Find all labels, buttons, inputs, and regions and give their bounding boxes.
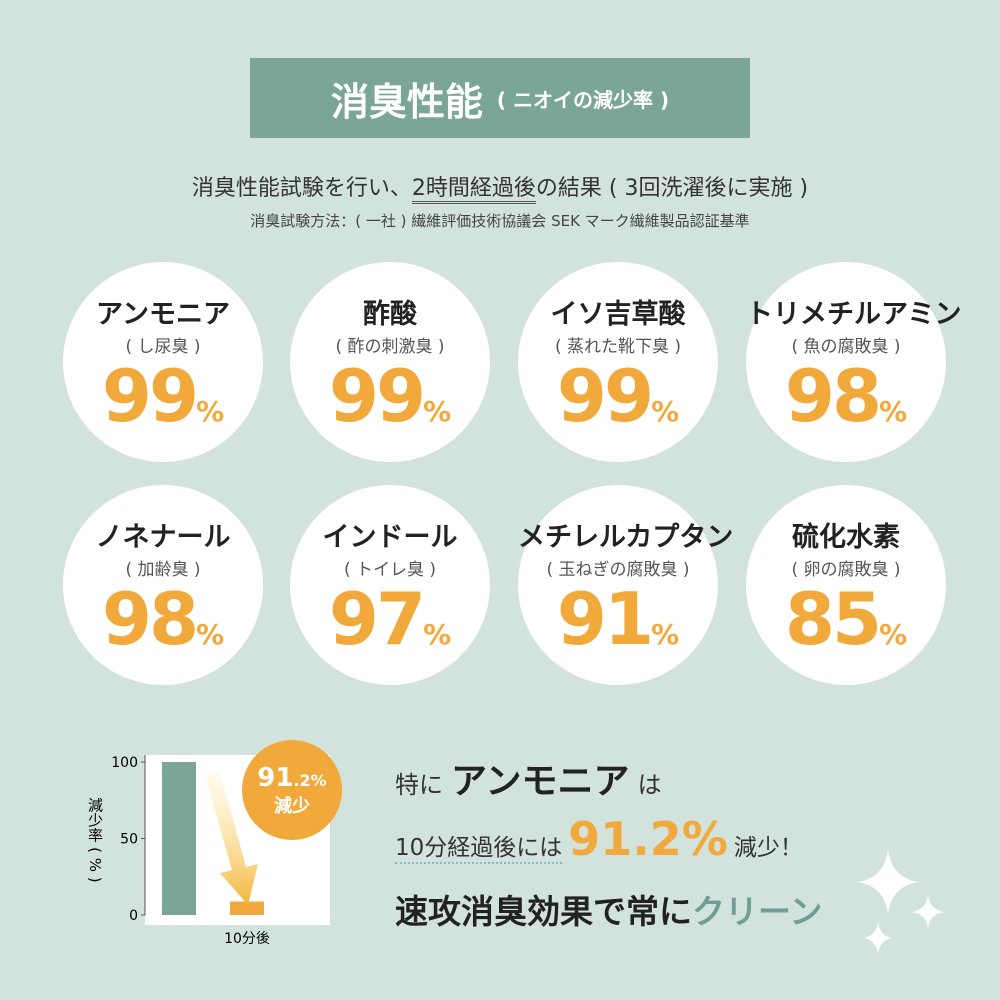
odor-note: ( し尿臭 ) — [125, 337, 201, 357]
sparkle — [912, 895, 944, 928]
unit: % — [423, 618, 452, 651]
odor-name: イソ吉草酸 — [550, 299, 686, 330]
sparkle — [864, 922, 892, 954]
odor-name: メチレルカプタン — [518, 522, 734, 553]
y-tick-label: 0 — [129, 908, 138, 924]
reduction-value: 98% — [746, 354, 946, 438]
odor-name: アンモニア — [96, 299, 230, 330]
callout-3: 速攻消臭効果で常に クリーン — [395, 885, 822, 933]
text: 特に — [395, 771, 443, 799]
text: クリーン — [692, 892, 823, 931]
y-axis-label: 減少率 ( % ) — [86, 797, 104, 882]
reduction-value: 91% — [518, 577, 718, 661]
text: は — [637, 771, 662, 799]
odor-note: ( 魚の腐敗臭 ) — [791, 337, 901, 357]
value: 98 — [784, 354, 882, 438]
reduction-value: 99% — [63, 354, 263, 438]
unit: % — [196, 618, 225, 651]
result-circle: アンモニア ( し尿臭 ) 99% — [63, 262, 263, 462]
intro-text: 消臭性能試験を行い、 — [191, 176, 412, 201]
intro-text: の結果 ( 3回洗濯後に実施 ) — [535, 176, 809, 201]
odor-name: インドール — [322, 522, 458, 553]
odor-name: 酢酸 — [363, 299, 417, 330]
y-tick-label: 100 — [111, 755, 138, 771]
odor-note: ( トイレ臭 ) — [343, 560, 437, 580]
method: 消臭試験方法：( 一社 ) 繊維評価技術協議会 SEK マーク繊維製品認証基準 — [250, 212, 750, 230]
arrow — [205, 772, 258, 905]
subtitle: ( ニオイの減少率 ) — [496, 87, 670, 112]
result-circle: メチレルカプタン ( 玉ねぎの腐敗臭 ) 91% — [518, 485, 734, 685]
value: 99 — [328, 354, 426, 438]
result-circle: イソ吉草酸 ( 蒸れた靴下臭 ) 99% — [518, 262, 718, 462]
odor-name: ノネナール — [95, 522, 231, 553]
badge — [242, 740, 342, 840]
bar — [162, 762, 196, 915]
odor-note: ( 酢の刺激臭 ) — [335, 337, 445, 357]
result-circle: トリメチルアミン ( 魚の腐敗臭 ) 98% — [746, 262, 962, 462]
odor-note: ( 玉ねぎの腐敗臭 ) — [546, 560, 690, 580]
sparkle — [858, 850, 918, 914]
badge-small: .2% — [293, 771, 326, 790]
unit: % — [196, 395, 225, 428]
result-circle: 酢酸 ( 酢の刺激臭 ) 99% — [290, 262, 490, 462]
odor-name: 硫化水素 — [792, 522, 900, 553]
odor-name: トリメチルアミン — [746, 299, 962, 330]
text: アンモニア — [451, 761, 630, 802]
reduction-value: 99% — [290, 354, 490, 438]
unit: % — [879, 618, 908, 651]
callout-2: 10分経過後には 91.2% 減少！ — [395, 812, 803, 866]
header: 消臭性能 ( ニオイの減少率 ) — [250, 58, 750, 138]
badge-main: 91 — [257, 763, 293, 793]
text: 速攻消臭効果で常に — [395, 892, 692, 931]
title: 消臭性能 — [330, 79, 483, 124]
callout-1: 特に アンモニア は — [395, 752, 662, 804]
reduction-value: 97% — [290, 577, 490, 661]
value: 98 — [101, 577, 199, 661]
y-tick-label: 50 — [120, 832, 138, 848]
value: 85 — [784, 577, 882, 661]
badge-value: 91.2% — [257, 763, 326, 793]
value: 91 — [556, 577, 654, 661]
odor-note: ( 蒸れた靴下臭 ) — [554, 337, 682, 357]
result-circle: インドール ( トイレ臭 ) 97% — [290, 485, 490, 685]
x-tick-label: 10分後 — [224, 931, 270, 947]
unit: % — [651, 618, 680, 651]
odor-note: ( 加齢臭 ) — [125, 560, 201, 580]
reduction-value: 98% — [63, 577, 263, 661]
intro: 消臭性能試験を行い、2時間経過後の結果 ( 3回洗濯後に実施 ) — [0, 170, 1000, 204]
value: 99 — [101, 354, 199, 438]
result-circle: 硫化水素 ( 卵の腐敗臭 ) 85% — [746, 485, 946, 685]
reduction-value: 99% — [518, 354, 718, 438]
bar — [230, 901, 264, 915]
value: 99 — [556, 354, 654, 438]
text: 10分経過後には — [395, 828, 563, 864]
reduction-value: 85% — [746, 577, 946, 661]
sparkles — [858, 850, 944, 954]
unit: % — [423, 395, 452, 428]
odor-note: ( 卵の腐敗臭 ) — [791, 560, 901, 580]
result-circle: ノネナール ( 加齢臭 ) 98% — [63, 485, 263, 685]
unit: % — [651, 395, 680, 428]
unit: % — [879, 395, 908, 428]
badge-caption: 減少 — [274, 795, 310, 817]
text: 91.2% — [568, 812, 728, 866]
text: 減少！ — [733, 835, 803, 861]
value: 97 — [328, 577, 426, 661]
intro-highlight: 2時間経過後 — [411, 176, 536, 204]
